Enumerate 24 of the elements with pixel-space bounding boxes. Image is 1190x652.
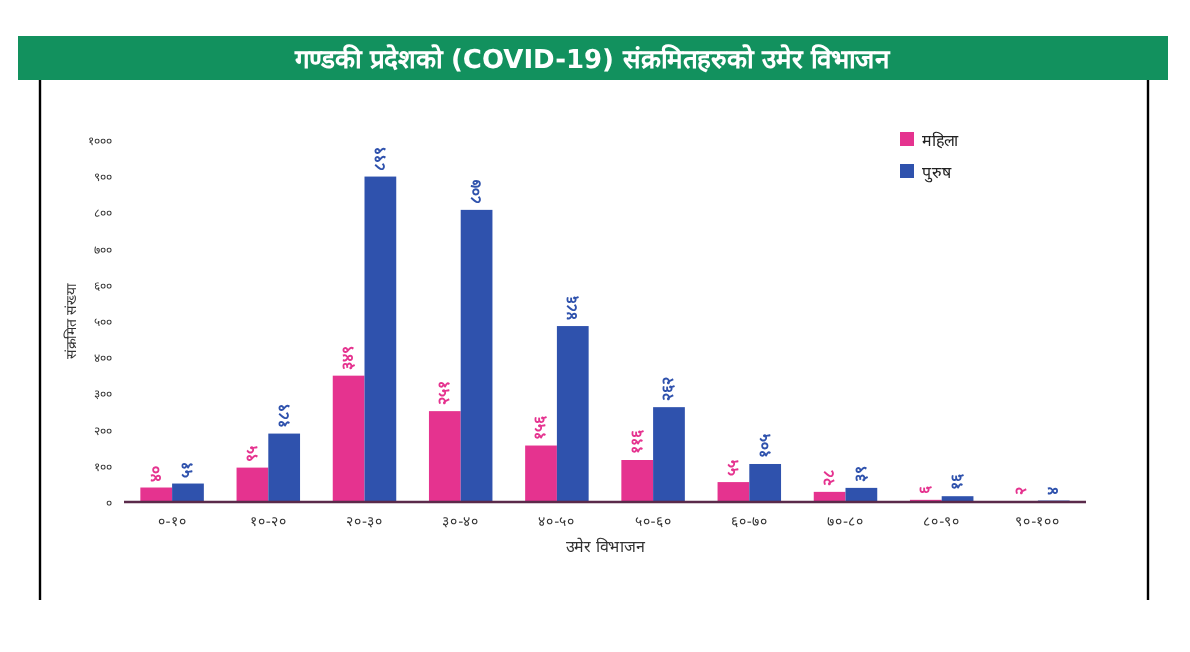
data-label: २ [1012,487,1031,496]
legend-label: पुरुष [922,164,952,184]
data-label: ८९९ [370,146,389,171]
data-label: ८०७ [466,177,485,204]
data-label: ५१ [178,461,197,478]
data-label: ४० [146,465,165,482]
data-label: १८९ [274,403,293,428]
data-label: १५६ [531,413,550,440]
data-label: २८ [820,469,838,486]
data-label: ३९ [851,465,870,482]
legend-label: महिला [922,130,960,150]
data-label: १०५ [755,433,774,458]
data-label: ३४९ [339,345,357,370]
data-label: २६२ [659,377,678,402]
data-label: ६ [916,483,935,494]
data-label: ९५ [242,445,261,462]
data-label: १६ [947,472,966,491]
chart-title: गण्डकी प्रदेशको (COVID-19) संक्रमितहरुको उमेर विभाजन [292,44,892,76]
data-label: ११६ [627,428,646,455]
data-label: ५५ [723,460,742,477]
x-axis-title: उमेर विभाजन [566,536,646,556]
data-label: ४८६ [563,294,582,321]
data-label: ४ [1044,486,1063,495]
data-label: २५१ [435,381,454,406]
